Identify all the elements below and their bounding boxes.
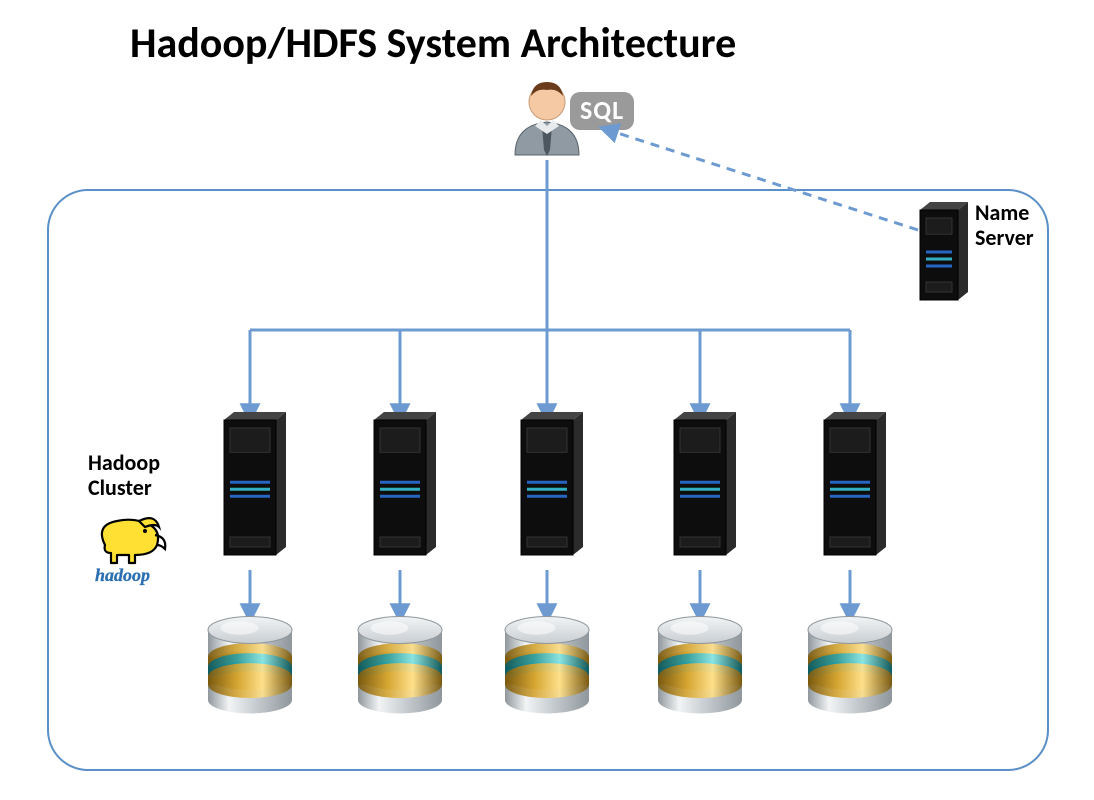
database-icon — [658, 617, 742, 714]
cluster-tower — [824, 412, 886, 555]
hadoop-logo-text: hadoop — [95, 565, 150, 585]
cluster-tower — [521, 412, 583, 555]
database-icon — [808, 617, 892, 714]
cluster-tower — [374, 412, 436, 555]
cluster-tower — [224, 412, 286, 555]
database-icon — [505, 617, 589, 714]
database-icon — [358, 617, 442, 714]
user-icon — [515, 82, 579, 156]
database-icon — [208, 617, 292, 714]
cluster-tower — [674, 412, 736, 555]
nameserver-to-user-arrow — [602, 128, 918, 230]
hadoop-logo-icon: hadoop — [95, 518, 165, 585]
name-server-tower — [920, 202, 968, 300]
diagram-svg: hadoop — [0, 0, 1094, 800]
diagram-stage: Hadoop/HDFS System Architecture SQL Hado… — [0, 0, 1094, 800]
